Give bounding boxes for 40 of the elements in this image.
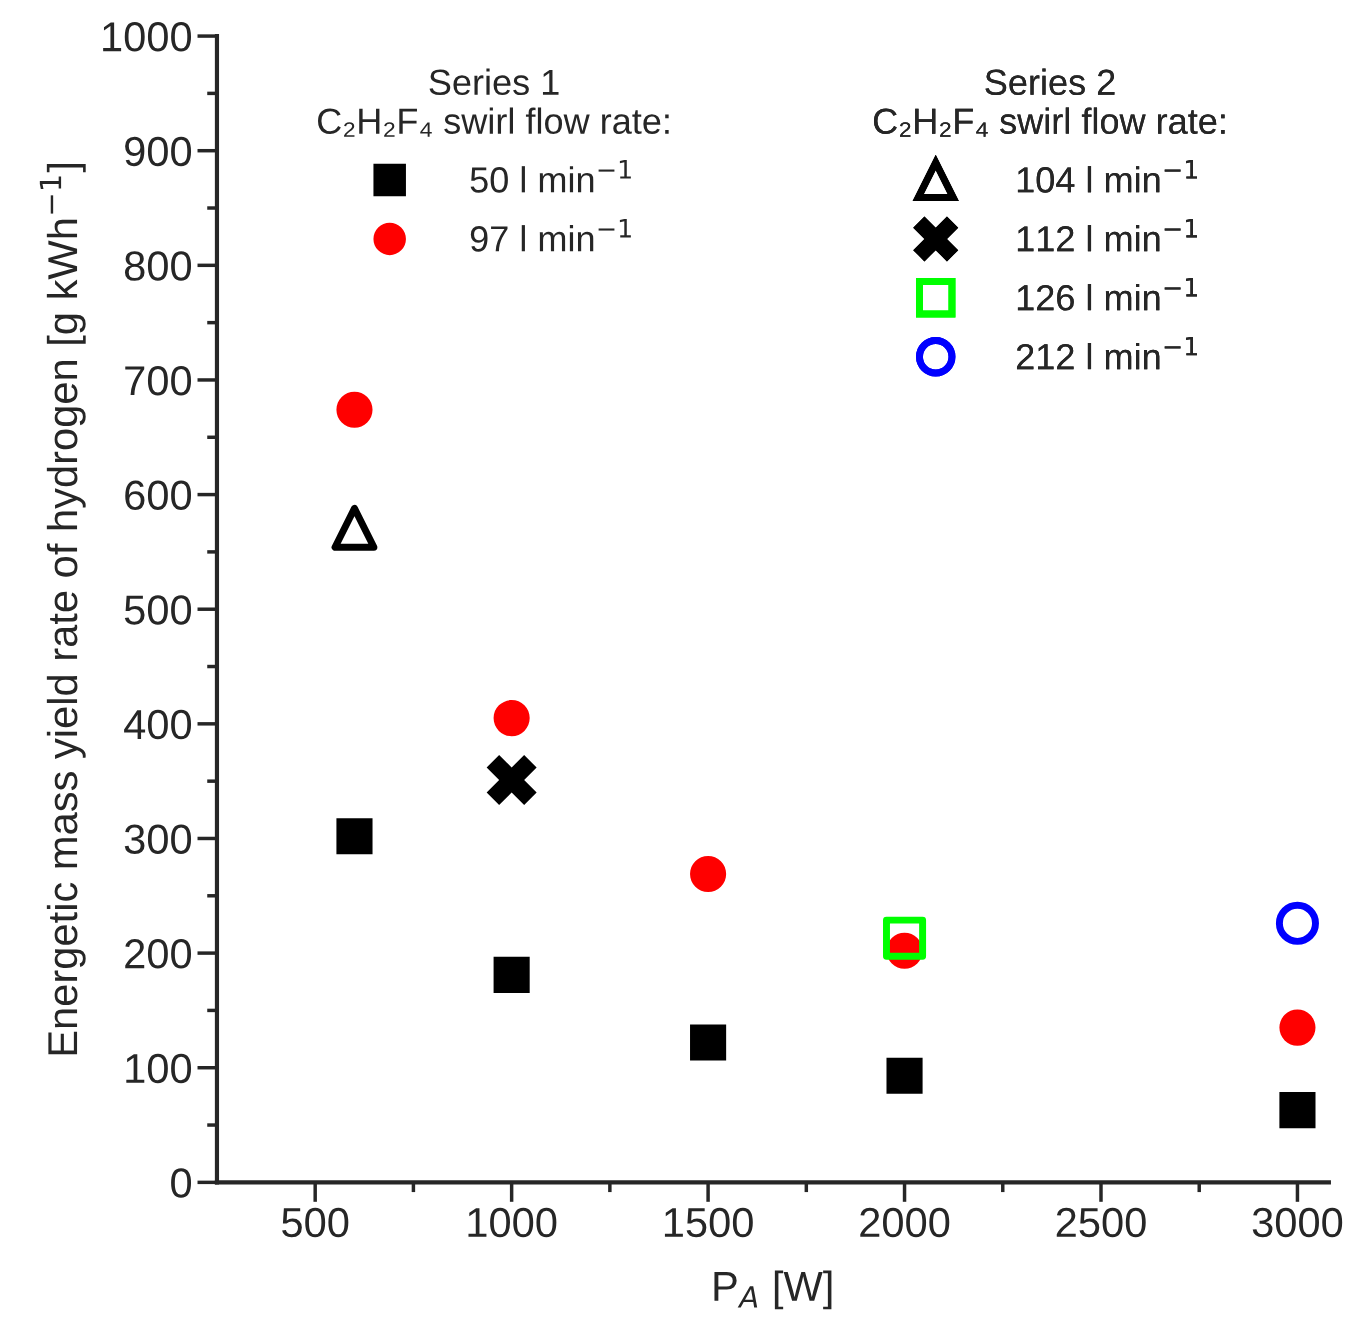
annotation: Series 2 C₂H₂F₄ swirl flow rate: <box>873 68 1225 137</box>
x-tick-label: 2000 <box>860 1207 950 1238</box>
y-tick-label: 500 <box>124 595 192 625</box>
y-axis-title: Energetic mass yield rate of hydrogen [g kWh$^{−1}$] <box>39 163 86 1055</box>
x-tick-label: 3000 <box>1252 1207 1343 1238</box>
x-tick-label: 1500 <box>664 1207 753 1238</box>
point <box>493 956 530 993</box>
point <box>1279 1092 1316 1129</box>
x-axis-title: P$_{A}$ [W] <box>714 1270 832 1310</box>
legend-label: 104 l min$^{−1}$ <box>1017 160 1197 193</box>
x-tick-label: 1000 <box>468 1207 557 1238</box>
y-tick-label: 900 <box>125 136 192 167</box>
point <box>1279 1009 1316 1046</box>
point <box>1275 901 1319 945</box>
legend-label: 97 l min$^{−1}$ <box>470 219 631 252</box>
y-tick-label: 400 <box>124 709 192 740</box>
legend-label: 50 l min$^{−1}$ <box>470 160 631 193</box>
y-tick-label: 100 <box>126 1053 192 1084</box>
point <box>493 700 530 737</box>
point <box>336 818 373 855</box>
y-tick-label: 300 <box>124 824 192 854</box>
point <box>690 855 727 893</box>
point <box>690 1024 727 1061</box>
point <box>883 916 927 960</box>
point <box>336 391 373 428</box>
y-tick-label: 1000 <box>103 22 192 52</box>
y-tick-label: 0 <box>171 1168 192 1198</box>
y-tick-label: 800 <box>124 251 192 281</box>
y-tick-label: 200 <box>125 939 192 969</box>
legend-label: 112 l min$^{−1}$ <box>1017 219 1197 252</box>
x-tick-label: 2500 <box>1056 1207 1146 1238</box>
point <box>331 504 378 551</box>
legend-label: 126 l min$^{−1}$ <box>1017 277 1197 311</box>
y-tick-label: 700 <box>125 365 192 396</box>
y-tick-label: 600 <box>125 480 192 511</box>
point <box>486 755 537 806</box>
annotation: Series 1 C₂H₂F₄ swirl flow rate: <box>318 68 669 137</box>
legend-label: 212 l min$^{−1}$ <box>1016 336 1197 370</box>
x-tick-label: 500 <box>282 1207 349 1238</box>
point <box>886 1057 923 1094</box>
